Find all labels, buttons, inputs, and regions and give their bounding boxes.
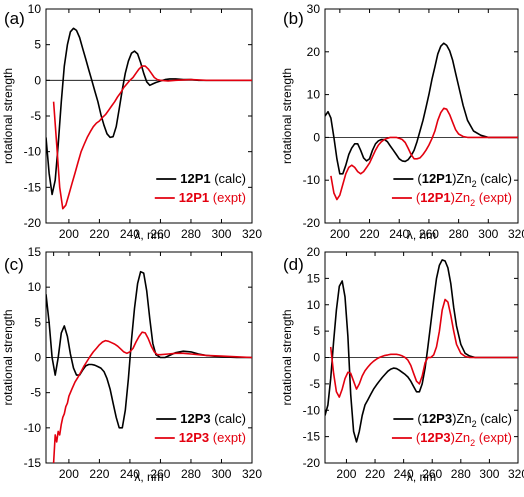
x-tick-label: 280: [451, 467, 471, 481]
y-tick-label: 15: [307, 271, 321, 285]
series-line-expt: [330, 107, 518, 201]
x-tick-label: 300: [211, 227, 231, 241]
y-axis-title: rotational strength: [1, 309, 15, 405]
y-tick-label: 10: [28, 280, 42, 294]
y-tick-label: 0: [34, 73, 41, 87]
series-line-expt: [329, 298, 518, 398]
y-tick-label: 0: [34, 351, 41, 365]
y-tick-label: -15: [303, 430, 321, 444]
y-tick-label: 10: [307, 88, 321, 102]
x-tick-label: 280: [181, 227, 201, 241]
legend-entry-expt: (12P1)Zn2 (expt): [416, 190, 512, 208]
panel-b: 200 220 240 260 280 300 320 -20 -10 0 10 20 30 (12P1)…: [280, 2, 524, 242]
x-tick-label: 220: [365, 467, 385, 481]
y-tick-label: 0: [313, 130, 320, 144]
legend-entry-calc: 12P1 (calc): [180, 171, 246, 186]
series-line-expt: [52, 65, 252, 210]
x-tick-label: 320: [242, 227, 262, 241]
y-tick-label: 5: [34, 315, 41, 329]
x-axis-title: λ, nm: [407, 228, 436, 242]
x-tick-label: 240: [389, 227, 409, 241]
y-axis-title: rotational strength: [280, 309, 294, 405]
x-tick-label: 280: [181, 467, 201, 481]
x-tick-label: 280: [449, 227, 469, 241]
y-tick-label: -10: [303, 403, 321, 417]
y-tick-label: -10: [303, 173, 321, 187]
x-tick-label: 220: [360, 227, 380, 241]
x-tick-label: 200: [330, 227, 350, 241]
x-tick-label: 240: [120, 227, 140, 241]
x-tick-label: 220: [89, 227, 109, 241]
x-tick-label: 260: [150, 227, 170, 241]
y-tick-label: -5: [309, 377, 320, 391]
legend-entry-expt: 12P3 (expt): [179, 430, 246, 445]
x-tick-label: 200: [336, 467, 356, 481]
y-tick-label: -20: [24, 216, 42, 230]
x-tick-label: 320: [242, 467, 262, 481]
y-tick-label: 20: [307, 245, 321, 259]
panel-a: 200 220 240 260 280 300 320 -20 -15 -10 -5 0 5 10 12P1…: [1, 2, 262, 242]
y-tick-label: -5: [30, 386, 41, 400]
x-tick-label: 300: [211, 467, 231, 481]
y-tick-label: 20: [307, 45, 321, 59]
x-axis-title: λ, nm: [134, 470, 163, 484]
series-line-calc: [46, 27, 252, 196]
legend-entry-calc: (12P1)Zn2 (calc): [417, 171, 512, 189]
x-tick-label: 260: [419, 227, 439, 241]
x-tick-label: 240: [120, 467, 140, 481]
panel-d: 200 220 240 260 280 300 320 -20 -15 -10 -5 0 5 10 15 20…: [280, 245, 524, 484]
y-axis-title: rotational strength: [1, 68, 15, 164]
x-axis-title: λ, nm: [407, 470, 436, 484]
y-tick-label: 10: [307, 298, 321, 312]
y-tick-label: -10: [24, 145, 42, 159]
y-tick-label: 15: [28, 245, 42, 259]
x-tick-label: 320: [508, 467, 524, 481]
legend-entry-expt: 12P1 (expt): [179, 190, 246, 205]
y-axis-title: rotational strength: [280, 68, 294, 164]
x-tick-label: 320: [508, 227, 524, 241]
y-tick-label: 5: [34, 38, 41, 52]
series-line-expt: [52, 331, 252, 463]
legend-entry-calc: 12P3 (calc): [180, 411, 246, 426]
y-tick-label: 0: [313, 351, 320, 365]
panel-c: 200 220 240 260 280 300 320 -15 -10 -5 0 5 10 15 12P3 …: [1, 245, 262, 484]
legend-entry-expt: (12P3)Zn2 (expt): [416, 430, 512, 448]
y-tick-label: 30: [307, 2, 321, 16]
legend-entry-calc: (12P3)Zn2 (calc): [417, 411, 512, 429]
x-tick-label: 240: [394, 467, 414, 481]
x-tick-label: 260: [422, 467, 442, 481]
x-axis-title: λ, nm: [134, 228, 163, 242]
panel-label: (a): [4, 9, 25, 28]
x-tick-label: 220: [89, 467, 109, 481]
y-tick-label: 5: [313, 324, 320, 338]
x-tick-label: 300: [478, 227, 498, 241]
y-tick-label: -15: [24, 180, 42, 194]
x-tick-label: 300: [479, 467, 499, 481]
y-tick-label: -20: [303, 456, 321, 470]
x-tick-label: 200: [59, 227, 79, 241]
series-line-calc: [325, 259, 518, 443]
series-line-calc: [325, 42, 518, 175]
y-tick-label: -5: [30, 109, 41, 123]
panel-label: (c): [4, 255, 24, 274]
y-tick-label: -10: [24, 421, 42, 435]
y-tick-label: -20: [303, 216, 321, 230]
panel-label: (d): [283, 255, 304, 274]
panel-label: (b): [283, 9, 304, 28]
x-tick-label: 200: [59, 467, 79, 481]
y-tick-label: -15: [24, 456, 42, 470]
series-line-calc: [46, 270, 252, 429]
x-tick-label: 260: [150, 467, 170, 481]
y-tick-label: 10: [28, 2, 42, 16]
